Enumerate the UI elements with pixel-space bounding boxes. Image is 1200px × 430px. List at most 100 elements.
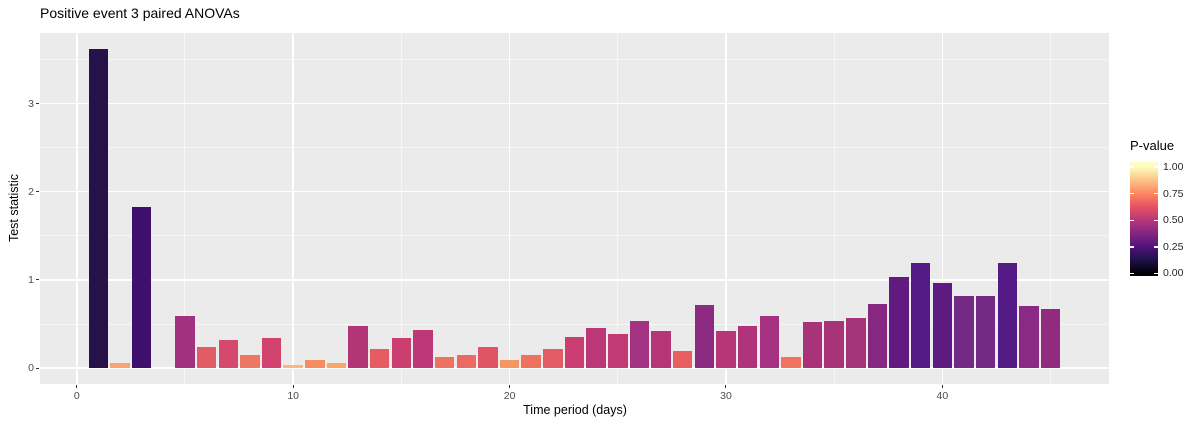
x-minor-gridline (617, 33, 619, 384)
bar-day-25 (608, 334, 628, 369)
legend-tick-label: 0.50 (1163, 214, 1184, 227)
x-tick-mark (292, 385, 294, 388)
x-tick-label: 20 (503, 390, 516, 402)
y-tick-mark (36, 191, 39, 193)
legend-tick-label: 0.75 (1163, 187, 1184, 200)
bar-day-2 (110, 362, 130, 369)
y-tick-mark (36, 367, 39, 369)
bar-day-27 (651, 331, 671, 369)
bar-day-34 (802, 322, 823, 369)
x-tick-mark (509, 385, 511, 388)
x-major-gridline (508, 33, 511, 384)
y-tick-mark (36, 279, 39, 281)
bar-day-30 (716, 331, 736, 369)
legend-title: P-value (1130, 138, 1175, 153)
bar-day-18 (456, 354, 477, 369)
bar-day-44 (1019, 305, 1039, 369)
bar-day-6 (196, 346, 217, 369)
legend-tick-mark (1154, 166, 1158, 168)
legend-tick-mark (1130, 272, 1134, 275)
y-major-gridline (40, 102, 1109, 105)
bar-day-26 (629, 321, 650, 369)
x-major-gridline (941, 33, 944, 384)
y-axis-title: Test statistic (7, 173, 21, 243)
y-major-gridline (40, 190, 1109, 193)
x-tick-label: 0 (73, 390, 80, 402)
y-tick-label: 3 (28, 97, 34, 110)
legend-tick-mark (1130, 166, 1134, 168)
bar-day-15 (391, 338, 412, 369)
x-minor-gridline (400, 33, 402, 384)
x-axis-title: Time period (days) (523, 403, 627, 417)
y-major-gridline (40, 367, 1109, 369)
bar-day-8 (240, 354, 260, 369)
plot-panel (40, 33, 1109, 384)
chart-title: Positive event 3 paired ANOVAs (40, 5, 240, 21)
x-tick-mark (941, 385, 943, 388)
legend-tick-label: 0.00 (1163, 267, 1184, 280)
bar-day-19 (478, 346, 498, 369)
bar-day-9 (261, 338, 282, 369)
legend-tick-label: 0.25 (1163, 240, 1184, 253)
y-minor-gridline (40, 147, 1109, 149)
x-tick-label: 10 (287, 390, 300, 402)
x-major-gridline (292, 33, 294, 384)
bar-day-35 (824, 320, 844, 369)
bar-day-42 (975, 295, 996, 369)
y-major-gridline (40, 279, 1109, 281)
legend-tick-mark (1130, 246, 1134, 248)
x-tick-mark (725, 385, 727, 388)
legend-tick-mark (1130, 192, 1134, 195)
bar-day-33 (781, 356, 801, 369)
y-tick-label: 0 (28, 362, 34, 375)
bar-day-13 (348, 325, 368, 369)
bar-day-29 (694, 304, 715, 369)
bar-day-5 (175, 316, 195, 369)
x-minor-gridline (184, 33, 186, 384)
legend-tick-mark (1154, 219, 1158, 221)
legend-tick-mark (1154, 192, 1158, 195)
x-tick-label: 40 (936, 390, 949, 402)
bar-day-20 (499, 360, 520, 369)
x-major-gridline (725, 33, 727, 384)
bar-day-3 (131, 206, 152, 369)
bar-day-17 (434, 356, 455, 369)
legend-tick-mark (1154, 272, 1158, 275)
bar-day-45 (1040, 309, 1061, 369)
y-minor-gridline (40, 235, 1109, 237)
bar-day-22 (543, 348, 563, 369)
bar-day-23 (564, 337, 585, 369)
bar-day-37 (867, 303, 888, 369)
x-tick-mark (76, 385, 78, 388)
bar-day-24 (586, 328, 606, 369)
bar-day-41 (954, 295, 974, 369)
x-minor-gridline (833, 33, 835, 384)
x-tick-label: 30 (720, 390, 732, 402)
y-tick-mark (36, 103, 39, 105)
bar-day-21 (521, 354, 541, 369)
bar-day-36 (846, 317, 866, 369)
legend-tick-mark (1154, 246, 1158, 248)
y-tick-label: 1 (28, 273, 34, 286)
bar-day-28 (672, 351, 693, 369)
y-tick-label: 2 (28, 185, 34, 198)
x-major-gridline (76, 33, 78, 384)
legend-tick-mark (1130, 219, 1134, 221)
bar-day-14 (370, 349, 390, 369)
y-minor-gridline (40, 323, 1109, 325)
bar-day-39 (910, 263, 931, 369)
bar-day-31 (737, 325, 758, 369)
y-minor-gridline (40, 58, 1109, 60)
bar-day-38 (889, 277, 909, 369)
legend-tick-label: 1.00 (1163, 161, 1184, 174)
bar-day-40 (932, 282, 953, 369)
bar-day-1 (88, 48, 109, 369)
x-minor-gridline (1050, 33, 1052, 384)
bar-day-10 (283, 364, 303, 369)
bar-day-7 (218, 339, 238, 369)
legend-colorbar-gradient (1130, 162, 1158, 276)
bar-day-43 (997, 263, 1018, 369)
bar-day-12 (326, 363, 347, 369)
bar-day-16 (413, 330, 433, 369)
